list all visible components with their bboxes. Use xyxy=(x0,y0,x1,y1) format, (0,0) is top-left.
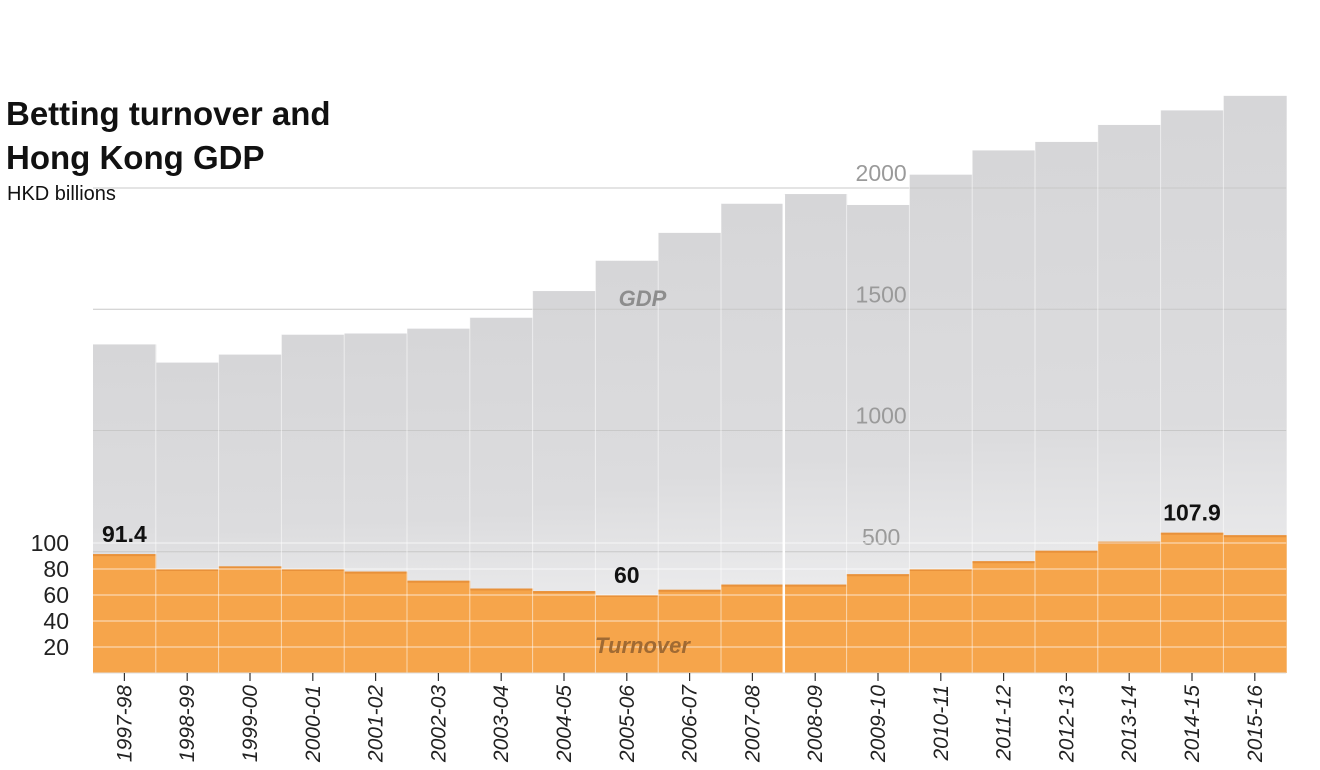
gdp-tick-label: 2000 xyxy=(856,160,907,186)
chart-labels: GDP Turnover 91.4 60 107.9 xyxy=(102,286,1221,658)
x-tick-label: 2003-04 xyxy=(490,685,513,763)
chart-subtitle: HKD billions xyxy=(7,183,116,205)
turnover-series xyxy=(93,532,1287,673)
x-tick-label: 2015-16 xyxy=(1244,685,1267,763)
turnover-data-label: 91.4 xyxy=(102,521,147,547)
x-tick-label: 2007-08 xyxy=(741,685,764,763)
x-axis: 1997-98 1998-99 1999-00 2000-01 2001-02 2002-… xyxy=(93,672,1287,763)
x-tick-label: 2008-09 xyxy=(804,685,827,763)
x-tick-label: 2010-11 xyxy=(930,685,953,762)
chart-title-line-2: Hong Kong GDP xyxy=(6,139,265,176)
turnover-bar-2003-04 xyxy=(469,588,534,673)
turnover-bar-2013-14 xyxy=(1097,541,1162,673)
turnover-tick-label: 100 xyxy=(31,530,69,556)
x-tick-label: 2004-05 xyxy=(553,685,576,763)
turnover-bar-2014-15 xyxy=(1160,532,1224,673)
turnover-data-label: 107.9 xyxy=(1163,500,1221,526)
gdp-tick-label: 1500 xyxy=(856,281,907,307)
gdp-series-label: GDP xyxy=(619,286,667,311)
chart-title-line-1: Betting turnover and xyxy=(6,95,331,132)
x-tick-label: 2013-14 xyxy=(1118,685,1141,763)
x-tick-label: 2009-10 xyxy=(867,685,890,763)
turnover-bar-1999-00 xyxy=(218,566,282,673)
x-tick-label: 2014-15 xyxy=(1181,685,1204,763)
x-tick-label: 2000-01 xyxy=(302,685,325,763)
turnover-bar-2005-06 xyxy=(595,595,659,673)
turnover-bar-2015-16 xyxy=(1223,535,1287,673)
turnover-bar-2009-10 xyxy=(846,574,910,673)
turnover-bar-2008-09 xyxy=(783,584,848,673)
turnover-tick-label: 60 xyxy=(43,582,69,608)
turnover-bar-2001-02 xyxy=(344,571,408,673)
x-tick-label: 2005-06 xyxy=(616,685,639,763)
x-tick-label: 1998-99 xyxy=(176,685,199,762)
x-tick-label: 1997-98 xyxy=(113,685,136,762)
turnover-bar-2004-05 xyxy=(532,591,596,673)
x-tick-label: 2006-07 xyxy=(679,684,702,763)
x-tick-label: 2002-03 xyxy=(427,685,450,763)
turnover-bar-2011-12 xyxy=(972,561,1036,673)
x-tick-label: 2001-02 xyxy=(365,685,388,763)
x-tick-label: 1999-00 xyxy=(239,685,262,762)
turnover-bar-2006-07 xyxy=(658,589,722,673)
turnover-bar-2002-03 xyxy=(407,580,471,673)
x-tick-label: 2012-13 xyxy=(1055,685,1078,763)
turnover-series-label: Turnover xyxy=(595,633,691,658)
turnover-tick-label: 20 xyxy=(43,634,69,660)
x-tick-label: 2011-12 xyxy=(993,685,1016,762)
turnover-tick-label: 40 xyxy=(43,608,69,634)
turnover-bar-1997-98 xyxy=(93,554,157,673)
gdp-tick-label: 500 xyxy=(862,524,900,550)
turnover-bar-2012-13 xyxy=(1035,550,1099,673)
gdp-tick-label: 1000 xyxy=(856,403,907,429)
turnover-bar-2007-08 xyxy=(721,584,785,673)
column-dividers xyxy=(155,95,1224,673)
turnover-data-label: 60 xyxy=(614,562,640,588)
turnover-tick-label: 80 xyxy=(43,556,69,582)
chart-title: Betting turnover and Hong Kong GDP xyxy=(6,92,331,180)
